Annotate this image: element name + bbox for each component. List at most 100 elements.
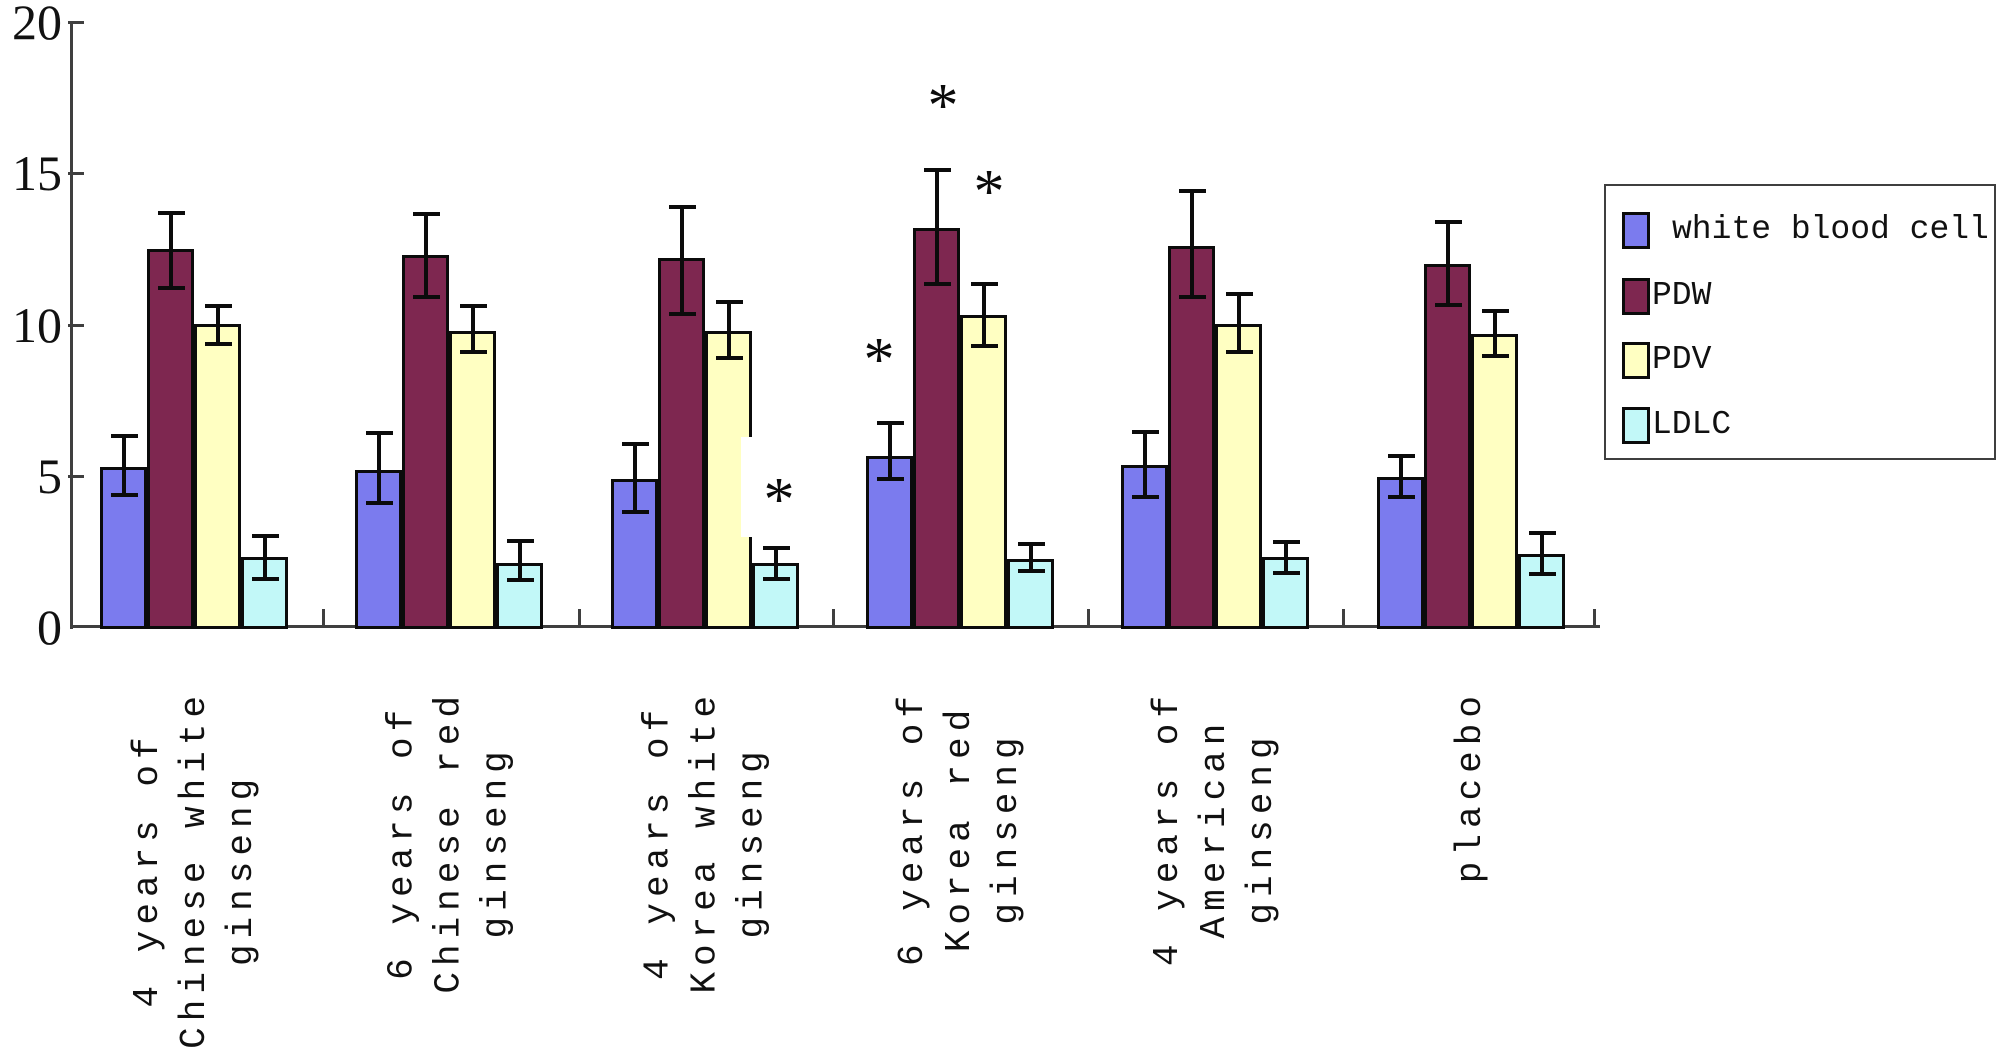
legend-label: PDV xyxy=(1652,341,1712,378)
y-axis-tick xyxy=(68,172,84,176)
category-label: 4 years of American ginseng xyxy=(1147,690,1283,967)
bar-ldlc xyxy=(1518,554,1565,629)
error-bar-cap-bottom xyxy=(158,286,185,291)
error-bar-cap-bottom xyxy=(1226,349,1253,354)
category-label: 6 years of Korea red ginseng xyxy=(892,690,1028,967)
error-bar-cap-top xyxy=(622,441,649,446)
error-bar-line xyxy=(1493,310,1497,357)
error-bar-line xyxy=(122,436,126,496)
error-bar-cap-bottom xyxy=(1388,494,1415,499)
error-bar-cap-top xyxy=(158,210,185,215)
error-bar-cap-top xyxy=(1482,308,1509,313)
x-axis-tick xyxy=(832,609,835,627)
error-bar-line xyxy=(263,536,267,579)
significance-asterisk: * xyxy=(863,325,895,394)
y-axis-tick xyxy=(68,323,84,327)
error-bar-cap-top xyxy=(366,431,393,436)
legend-swatch-ldlc xyxy=(1622,407,1650,444)
error-bar-line xyxy=(216,306,220,345)
error-bar-cap-top xyxy=(716,299,743,304)
error-bar-line xyxy=(982,283,986,346)
y-axis-tick-label: 15 xyxy=(12,145,62,202)
bar-pdw xyxy=(1168,246,1215,629)
bar-pdv xyxy=(194,324,241,629)
significance-asterisk: * xyxy=(927,71,959,140)
legend-box xyxy=(1604,184,1996,460)
error-bar-cap-top xyxy=(1179,189,1206,194)
error-bar-cap-top xyxy=(924,168,951,173)
error-bar-line xyxy=(169,212,173,289)
error-bar-cap-bottom xyxy=(716,355,743,360)
error-bar-cap-top xyxy=(1226,292,1253,297)
error-bar-cap-bottom xyxy=(507,578,534,583)
error-bar-cap-bottom xyxy=(1018,569,1045,574)
error-bar-line xyxy=(1446,221,1450,305)
error-bar-cap-bottom xyxy=(460,349,487,354)
bar-pdv xyxy=(1471,334,1518,629)
x-axis-tick xyxy=(322,609,325,627)
y-axis-tick-label: 5 xyxy=(37,447,62,504)
error-bar-cap-top xyxy=(252,534,279,539)
error-bar-cap-top xyxy=(111,434,138,439)
error-bar-cap-bottom xyxy=(971,343,998,348)
error-bar-line xyxy=(935,170,939,284)
x-axis-tick xyxy=(1087,609,1090,627)
error-bar-cap-bottom xyxy=(1482,354,1509,359)
error-bar-cap-top xyxy=(1388,454,1415,459)
error-bar-cap-top xyxy=(763,546,790,551)
error-bar-cap-bottom xyxy=(763,576,790,581)
error-bar-cap-bottom xyxy=(1273,570,1300,575)
y-axis-tick xyxy=(68,474,84,478)
error-bar-line xyxy=(727,301,731,358)
error-bar-line xyxy=(518,540,522,581)
error-bar-cap-bottom xyxy=(205,342,232,347)
error-bar-line xyxy=(471,306,475,352)
legend-swatch-pdw xyxy=(1622,278,1650,315)
y-axis-tick-label: 20 xyxy=(12,0,62,50)
error-bar-line xyxy=(1143,431,1147,497)
error-bar-cap-bottom xyxy=(1132,494,1159,499)
error-bar-cap-top xyxy=(669,204,696,209)
error-bar-line xyxy=(680,206,684,314)
x-axis-tick xyxy=(1593,609,1596,627)
bar-white-blood-cell xyxy=(1121,465,1168,629)
x-axis-line xyxy=(70,625,1600,628)
significance-asterisk: * xyxy=(973,157,1005,226)
bar-white-blood-cell xyxy=(866,456,913,629)
error-bar-cap-bottom xyxy=(1435,302,1462,307)
error-bar-cap-bottom xyxy=(111,493,138,498)
category-label: 4 years of Korea white ginseng xyxy=(637,690,773,994)
error-bar-cap-top xyxy=(1018,541,1045,546)
render-artifact xyxy=(741,437,753,537)
error-bar-cap-top xyxy=(1273,540,1300,545)
y-axis-tick xyxy=(68,21,84,24)
y-axis-tick-label: 0 xyxy=(37,599,62,655)
error-bar-line xyxy=(633,443,637,513)
error-bar-cap-bottom xyxy=(252,576,279,581)
error-bar-cap-top xyxy=(877,420,904,425)
error-bar-line xyxy=(888,422,892,479)
legend-swatch-white-blood-cell xyxy=(1622,212,1650,249)
legend-label: LDLC xyxy=(1652,406,1732,443)
x-axis-tick xyxy=(1342,609,1345,627)
error-bar-cap-top xyxy=(205,304,232,309)
error-bar-cap-bottom xyxy=(1179,295,1206,300)
error-bar-cap-bottom xyxy=(413,295,440,300)
bar-white-blood-cell xyxy=(1377,477,1424,629)
bar-pdw xyxy=(402,255,449,629)
error-bar-line xyxy=(1029,543,1033,572)
error-bar-cap-top xyxy=(1435,219,1462,224)
error-bar-cap-top xyxy=(413,212,440,217)
bar-pdv xyxy=(449,331,496,629)
x-axis-tick xyxy=(578,609,581,627)
error-bar-cap-top xyxy=(971,281,998,286)
error-bar-cap-bottom xyxy=(669,311,696,316)
error-bar-cap-top xyxy=(1132,429,1159,434)
category-label: placebo xyxy=(1450,690,1492,884)
bar-pdw xyxy=(1424,264,1471,629)
error-bar-line xyxy=(1284,542,1288,573)
error-bar-cap-top xyxy=(460,304,487,309)
category-label: 4 years of Chinese white ginseng xyxy=(126,690,262,1049)
error-bar-cap-bottom xyxy=(366,500,393,505)
